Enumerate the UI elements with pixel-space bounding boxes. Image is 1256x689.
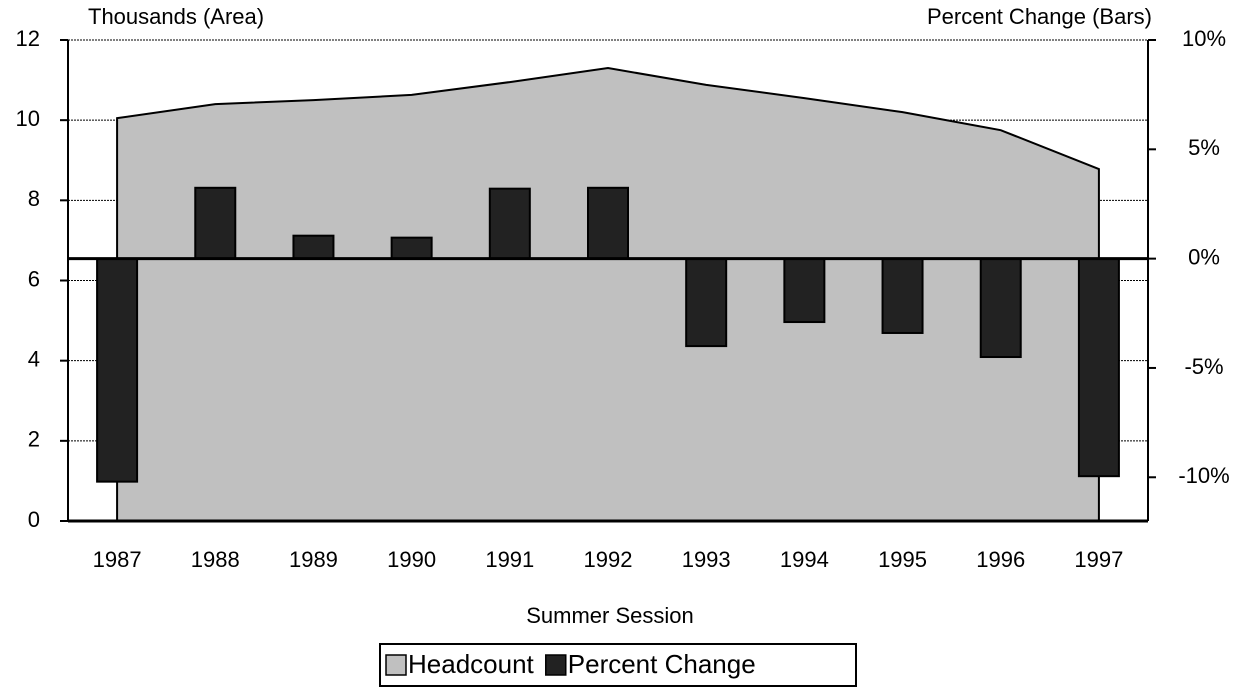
bar — [979, 257, 1022, 359]
bar — [1077, 257, 1120, 478]
x-tick-label: 1990 — [387, 547, 436, 572]
x-tick-label: 1989 — [289, 547, 338, 572]
y2-tick-label: 10% — [1182, 26, 1226, 51]
legend-swatch — [545, 654, 567, 676]
x-tick-label: 1992 — [584, 547, 633, 572]
bar — [390, 236, 433, 260]
x-tick-label: 1993 — [682, 547, 731, 572]
y-tick-label: 10 — [16, 106, 40, 131]
x-tick-label: 1995 — [878, 547, 927, 572]
y-tick-label: 4 — [28, 346, 40, 371]
x-axis-title: Summer Session — [526, 603, 694, 628]
x-tick-label: 1988 — [191, 547, 240, 572]
bar — [292, 234, 335, 260]
bar — [685, 257, 728, 348]
x-tick-label: 1991 — [485, 547, 534, 572]
y2-tick-label: -5% — [1184, 354, 1223, 379]
legend-box — [379, 643, 857, 687]
bar — [587, 186, 629, 260]
x-tick-label: 1994 — [780, 547, 829, 572]
bar — [488, 187, 531, 260]
y-tick-label: 2 — [28, 427, 40, 452]
y-tick-label: 0 — [28, 507, 40, 532]
y2-tick-label: 0% — [1188, 244, 1220, 269]
y-tick-label: 12 — [16, 26, 40, 51]
y-axis-title: Thousands (Area) — [88, 4, 264, 29]
bar — [783, 257, 826, 324]
y2-tick-label: 5% — [1188, 135, 1220, 160]
y2-axis-title: Percent Change (Bars) — [927, 4, 1152, 29]
legend-swatch — [385, 654, 407, 676]
x-tick-label: 1996 — [976, 547, 1025, 572]
x-tick-label: 1987 — [93, 547, 142, 572]
x-tick-label: 1997 — [1074, 547, 1123, 572]
legend-label: Percent Change — [568, 649, 756, 679]
y-tick-label: 8 — [28, 186, 40, 211]
area — [116, 67, 1100, 522]
legend-label: Headcount — [408, 649, 535, 679]
bar — [194, 186, 237, 260]
y2-tick-label: -10% — [1178, 463, 1229, 488]
bar — [96, 257, 139, 483]
bar — [881, 257, 924, 334]
y-tick-label: 6 — [28, 266, 40, 291]
